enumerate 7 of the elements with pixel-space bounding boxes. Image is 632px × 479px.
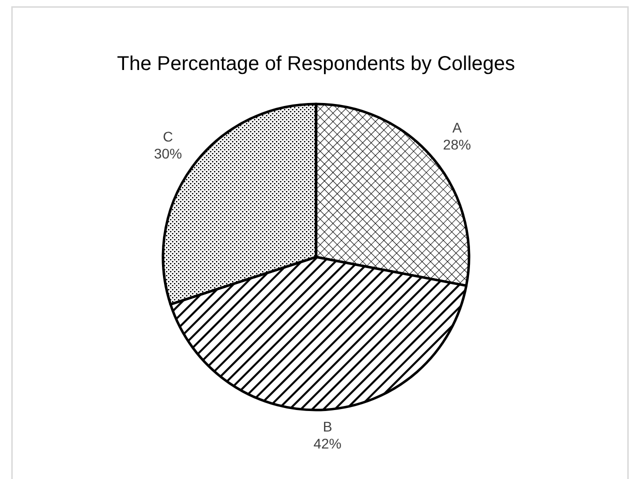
data-label: 30% — [154, 145, 182, 162]
slice-label: C — [162, 128, 174, 144]
slice-label: B — [322, 418, 332, 435]
data-label: 28% — [442, 136, 472, 152]
slice-label: A — [452, 119, 462, 136]
chart-title: The Percentage of Respondents by Colleges — [116, 53, 516, 75]
data-label: 42% — [313, 436, 342, 452]
